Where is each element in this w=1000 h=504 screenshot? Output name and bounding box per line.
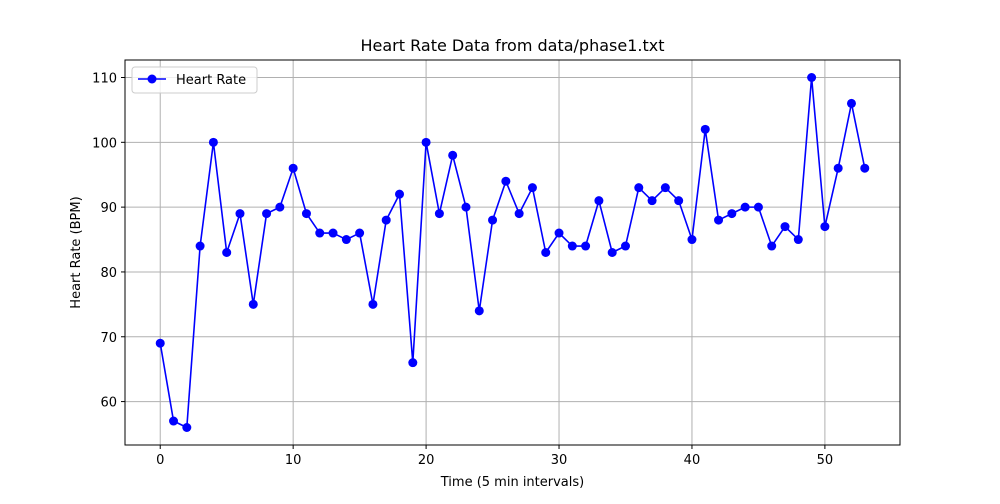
y-tick-label: 60 [100, 396, 117, 411]
data-point [833, 163, 843, 173]
data-point [660, 183, 670, 193]
x-tick-label: 10 [285, 453, 302, 468]
data-point [355, 228, 365, 238]
data-point [328, 228, 338, 238]
data-point [607, 248, 617, 257]
data-point [820, 222, 830, 232]
x-tick-label: 40 [684, 453, 701, 468]
data-point [408, 358, 418, 368]
data-point [275, 202, 285, 212]
grid-lines [125, 60, 900, 445]
data-point [262, 209, 272, 219]
data-point [341, 235, 351, 245]
data-point [222, 248, 232, 257]
data-point [461, 202, 471, 212]
y-tick-label: 80 [100, 266, 117, 281]
data-point [594, 196, 604, 206]
legend: Heart Rate [131, 66, 258, 94]
data-point [793, 235, 803, 245]
y-tick-label: 110 [92, 72, 117, 87]
data-point [753, 202, 763, 212]
data-point [235, 209, 245, 219]
data-point [488, 215, 498, 225]
data-point [634, 183, 644, 193]
x-tick-label: 50 [817, 453, 834, 468]
legend-label-heart-rate: Heart Rate [176, 73, 246, 88]
x-tick-label: 20 [418, 453, 435, 468]
data-point [195, 241, 205, 251]
legend-box [131, 66, 258, 94]
y-tick-label: 90 [100, 201, 117, 216]
data-point [434, 209, 444, 219]
data-point [301, 209, 311, 219]
y-axis-label: Heart Rate (BPM) [69, 196, 84, 308]
data-point [368, 299, 378, 309]
data-point [381, 215, 391, 225]
data-series [155, 73, 870, 432]
data-point [474, 306, 484, 316]
data-point [687, 235, 697, 245]
data-point [182, 423, 192, 432]
data-point [780, 222, 790, 232]
data-point [395, 189, 405, 199]
data-point [248, 299, 258, 309]
data-point [155, 338, 165, 348]
data-point [674, 196, 684, 206]
data-point [846, 98, 856, 108]
data-point [860, 163, 870, 173]
axis-ticks: 0 10 20 30 40 50 60 70 80 90 100 110 [92, 72, 833, 469]
data-point [807, 73, 817, 82]
x-tick-label: 30 [551, 453, 568, 468]
data-point [527, 183, 537, 193]
data-point [501, 176, 511, 186]
data-point [288, 163, 298, 173]
data-point [169, 416, 179, 426]
data-point [554, 228, 564, 238]
data-point [581, 241, 591, 251]
data-point [315, 228, 325, 238]
y-tick-label: 100 [92, 136, 117, 151]
data-point [421, 137, 431, 147]
data-point [647, 196, 657, 206]
data-point [620, 241, 630, 251]
x-tick-label: 0 [156, 453, 164, 468]
y-tick-label: 70 [100, 331, 117, 346]
data-point [541, 248, 551, 257]
plot-frame [124, 59, 901, 446]
data-point [448, 150, 458, 160]
data-point [727, 209, 737, 219]
legend-marker-swatch [147, 74, 157, 84]
data-point [567, 241, 577, 251]
data-point [208, 137, 218, 147]
data-point [767, 241, 777, 251]
chart-title: Heart Rate Data from data/phase1.txt [361, 36, 665, 55]
data-point [700, 124, 710, 134]
data-point [514, 209, 524, 219]
x-axis-label: Time (5 min intervals) [440, 475, 584, 490]
data-point [740, 202, 750, 212]
data-point [714, 215, 724, 225]
